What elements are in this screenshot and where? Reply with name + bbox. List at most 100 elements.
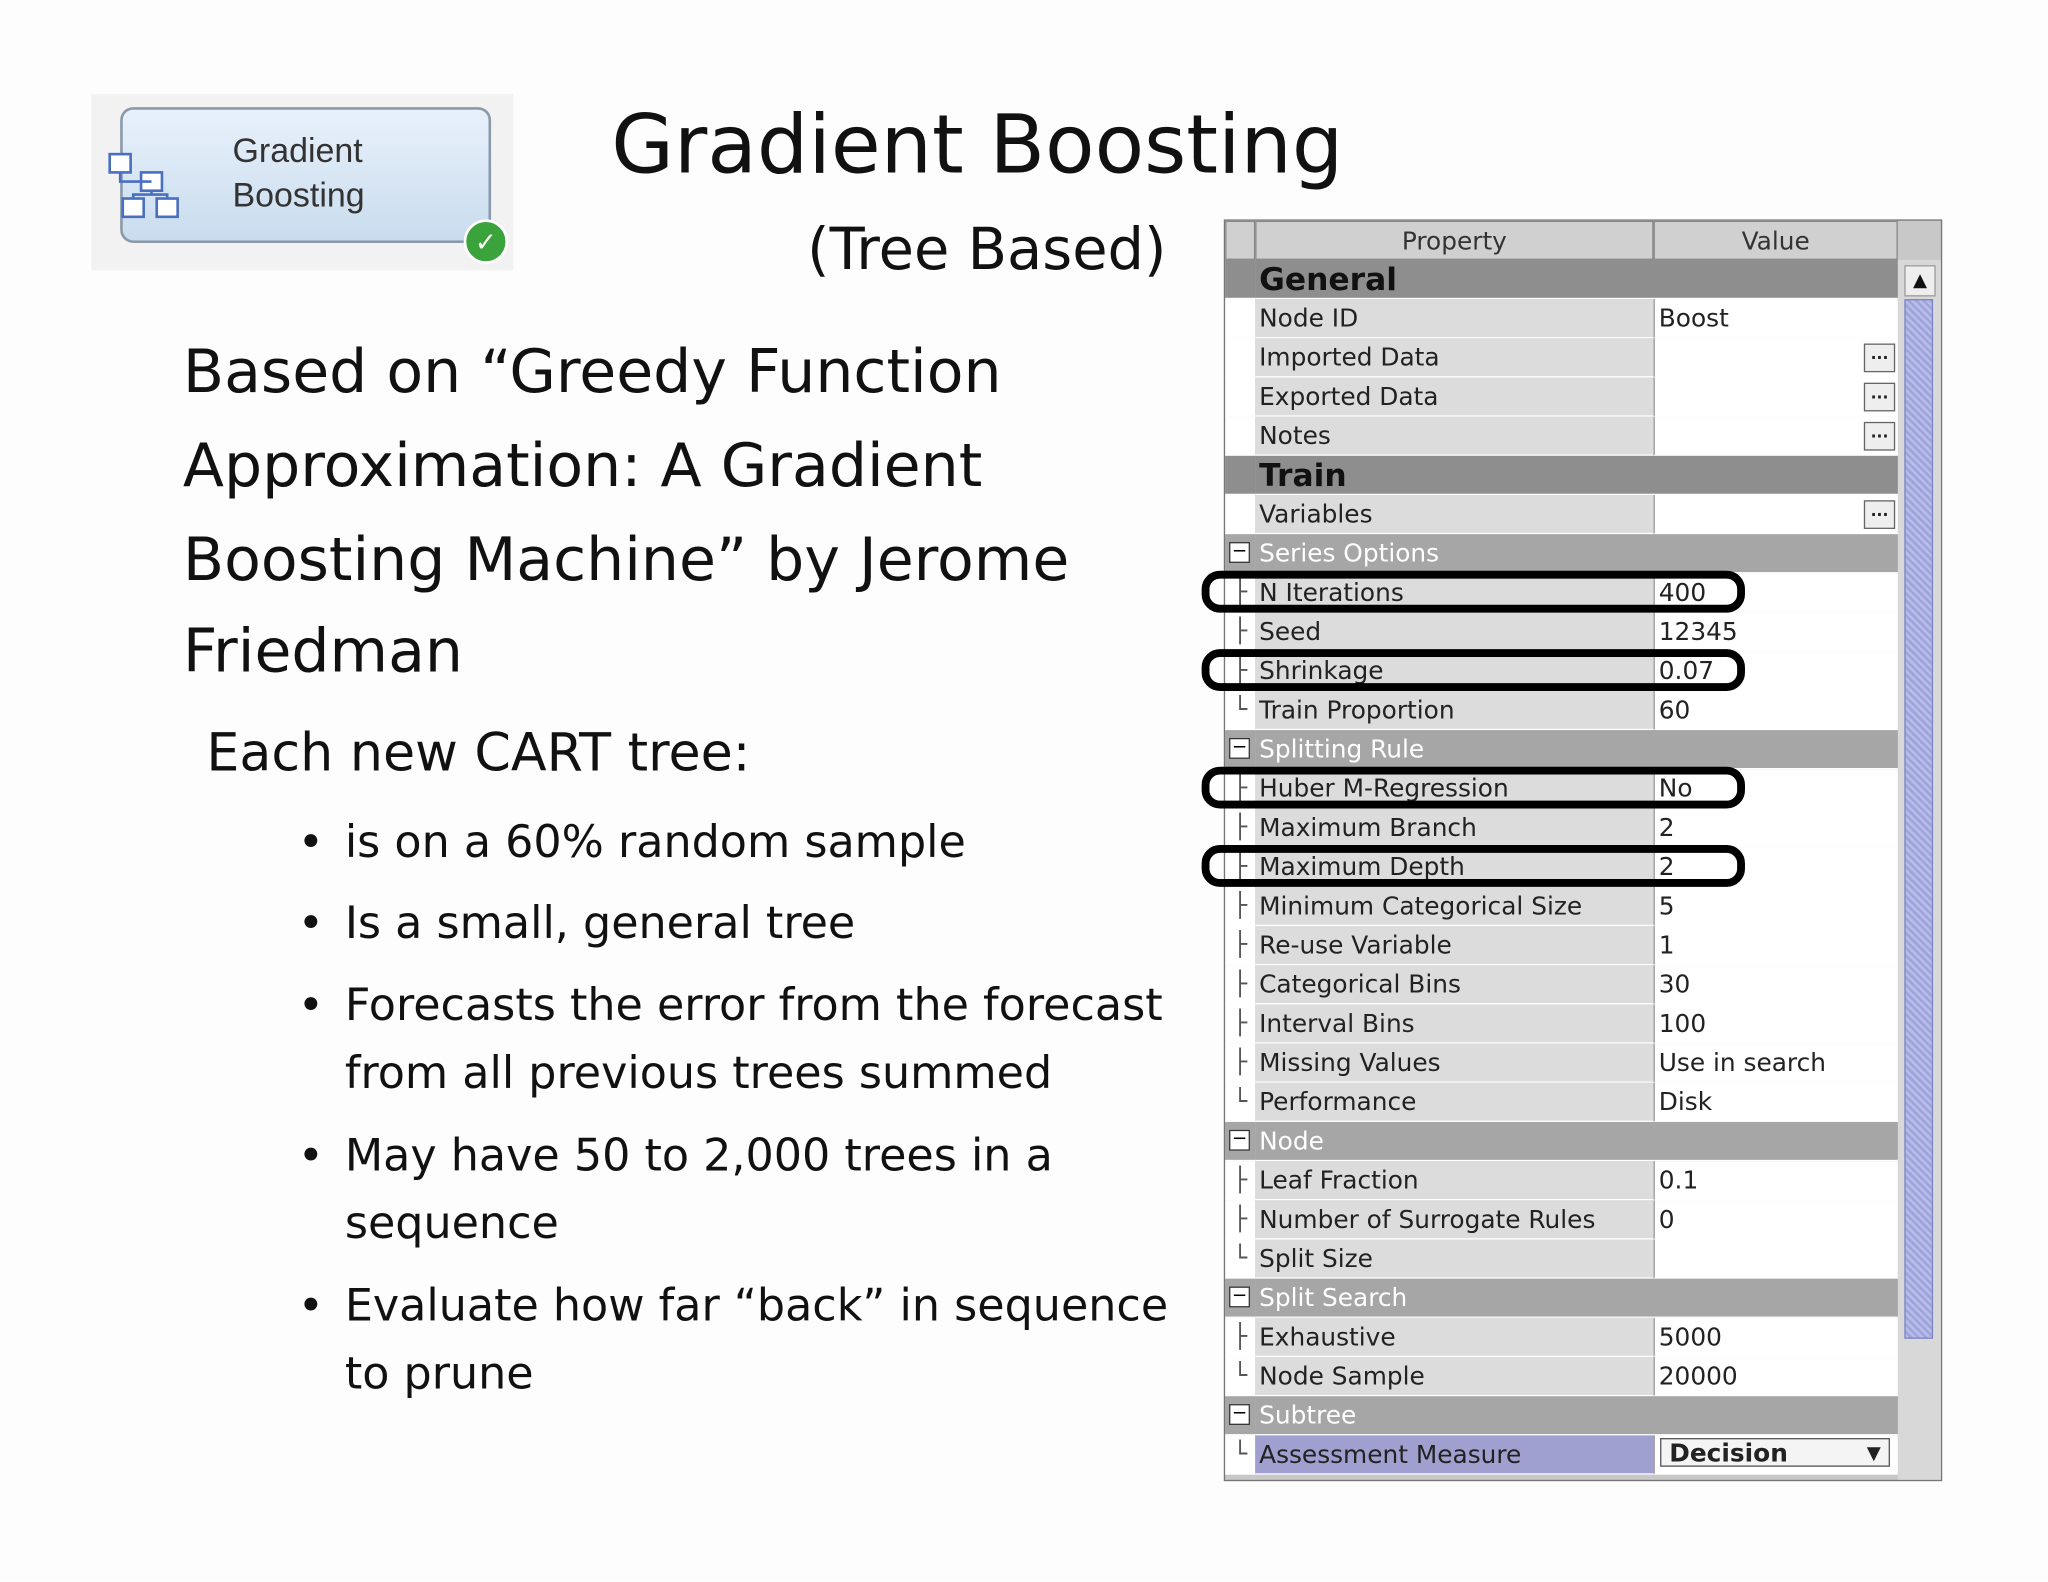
- group-label: Split Search: [1255, 1278, 1654, 1318]
- bullet-text: sequence: [344, 1197, 559, 1250]
- bullet-dot: •: [297, 1279, 324, 1333]
- group-value: [1653, 730, 1898, 770]
- bullet-dot: •: [297, 897, 324, 950]
- tree-connector: ├: [1232, 1009, 1248, 1038]
- bullet-text: Is a small, general tree: [344, 897, 856, 950]
- lead-text: Each new CART tree:: [206, 723, 751, 784]
- property-label: Categorical Bins: [1255, 965, 1654, 1005]
- dropdown-text: Decision: [1669, 1439, 1788, 1469]
- property-value: 20000: [1653, 1357, 1898, 1397]
- property-label: Leaf Fraction: [1255, 1161, 1654, 1201]
- property-label: Variables: [1255, 495, 1654, 535]
- column-header: Property: [1255, 220, 1654, 260]
- property-value: 0.1: [1653, 1161, 1898, 1201]
- intro-line: Friedman: [182, 615, 463, 686]
- section-value: [1653, 259, 1898, 300]
- group-label: Subtree: [1255, 1396, 1654, 1436]
- tree-connector: ├: [1232, 813, 1248, 842]
- property-value: ...: [1653, 377, 1898, 417]
- gutter: [1225, 690, 1256, 731]
- bullet-text: to prune: [344, 1347, 534, 1401]
- section-value: [1653, 455, 1898, 496]
- ellipsis-button: ...: [1863, 500, 1896, 529]
- property-label: Maximum Branch: [1255, 808, 1654, 848]
- bullet-dot: •: [297, 816, 324, 869]
- section-label: General: [1255, 259, 1654, 300]
- tree-connector: └: [1232, 1440, 1248, 1469]
- property-value: Boost: [1653, 299, 1898, 339]
- property-label: Imported Data: [1255, 338, 1654, 378]
- ellipsis-button: ...: [1863, 343, 1896, 373]
- intro-line: Based on “Greedy Function: [182, 335, 1002, 407]
- tree-connector: ├: [1232, 931, 1248, 959]
- collapse-icon: −: [1229, 542, 1250, 563]
- node-label: Boosting: [232, 175, 365, 215]
- gutter: [1225, 1200, 1256, 1240]
- property-value: ...: [1653, 338, 1898, 378]
- highlight-oval: [1201, 845, 1745, 887]
- slide-subtitle: (Tree Based): [807, 216, 1167, 284]
- property-label: Node Sample: [1255, 1357, 1654, 1397]
- gutter: [1225, 965, 1256, 1005]
- gutter: [1225, 259, 1256, 300]
- property-value: 5000: [1653, 1317, 1898, 1358]
- gutter: [1225, 886, 1256, 927]
- section-label: Train: [1255, 455, 1654, 496]
- property-label: Exported Data: [1255, 377, 1654, 417]
- tree-connector: └: [1232, 1362, 1248, 1390]
- property-label: Number of Surrogate Rules: [1255, 1200, 1654, 1240]
- intro-line: Boosting Machine” by Jerome: [182, 523, 1070, 595]
- property-label: Performance: [1255, 1082, 1654, 1122]
- tree-connector: ├: [1232, 1205, 1248, 1233]
- gutter: [1225, 1004, 1256, 1044]
- property-value: 1: [1653, 926, 1898, 966]
- property-value: 2: [1653, 808, 1898, 848]
- property-value: 0: [1653, 1200, 1898, 1240]
- group-value: [1653, 534, 1898, 574]
- group-label: Series Options: [1255, 534, 1654, 574]
- property-value: ...: [1653, 495, 1898, 535]
- property-value: Decision ▼: [1653, 1435, 1898, 1475]
- tree-connector: └: [1232, 1087, 1248, 1116]
- slide-title: Gradient Boosting: [611, 96, 1344, 192]
- dropdown: Decision ▼: [1660, 1438, 1890, 1469]
- gutter: [1225, 1435, 1256, 1475]
- tree-connector: ├: [1232, 892, 1248, 920]
- gutter: [1225, 377, 1256, 417]
- group-label: Splitting Rule: [1255, 730, 1654, 770]
- property-label: Missing Values: [1255, 1043, 1654, 1083]
- collapse-icon: −: [1229, 1286, 1250, 1308]
- bullet-dot: •: [297, 1129, 324, 1183]
- highlight-oval: [1201, 570, 1745, 613]
- collapse-icon: −: [1229, 738, 1250, 759]
- tree-connector: ├: [1232, 656, 1248, 685]
- intro-line: Approximation: A Gradient: [182, 429, 983, 501]
- tree-connector: ├: [1232, 774, 1248, 802]
- dropdown-arrow: ▼: [1866, 1443, 1881, 1465]
- column-header: Value: [1653, 220, 1898, 260]
- bullet-text: May have 50 to 2,000 trees in a: [344, 1129, 1053, 1183]
- gutter-header: [1225, 220, 1256, 260]
- gutter: [1225, 455, 1256, 496]
- property-value: 100: [1653, 1004, 1898, 1044]
- bullet-text: from all previous trees summed: [344, 1047, 1053, 1100]
- ellipsis-button: ...: [1863, 382, 1896, 412]
- gutter: [1225, 416, 1256, 456]
- gutter: [1225, 1082, 1256, 1122]
- tree-connector: ├: [1232, 1048, 1248, 1077]
- gutter: [1225, 926, 1256, 966]
- group-label: Node: [1255, 1121, 1654, 1162]
- property-value: 12345: [1653, 612, 1898, 652]
- property-value: ...: [1653, 416, 1898, 456]
- gutter: [1225, 495, 1256, 535]
- property-value: 30: [1653, 965, 1898, 1005]
- node-icon: Gradient Boosting ✓: [91, 94, 514, 271]
- gutter: [1225, 1161, 1256, 1201]
- node-label: Gradient: [232, 130, 363, 170]
- tree-connector: ├: [1232, 852, 1248, 881]
- status-check: ✓: [463, 219, 509, 264]
- scroll-up: ▲: [1904, 265, 1936, 297]
- property-label: Node ID: [1255, 299, 1654, 339]
